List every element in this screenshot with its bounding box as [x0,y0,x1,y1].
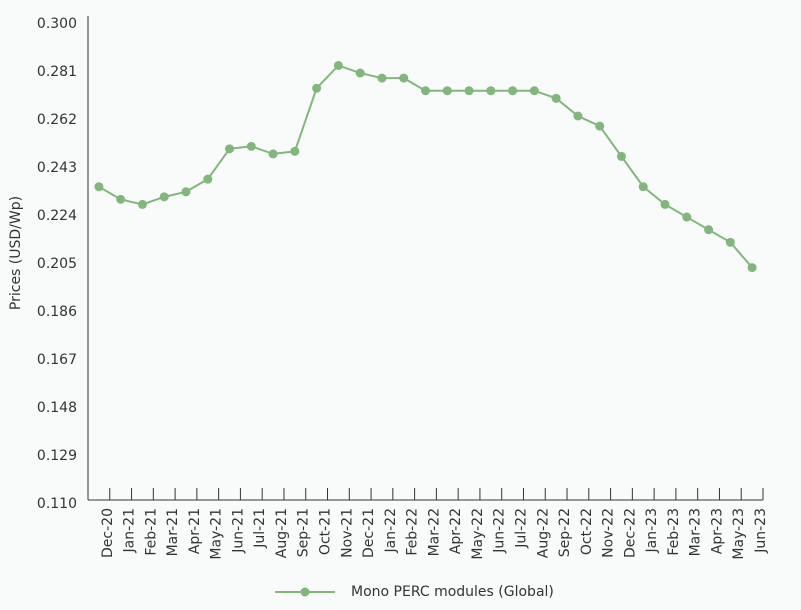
y-tick-label: 0.167 [37,352,77,368]
data-point [704,225,714,235]
data-point [203,174,213,184]
x-tick-label: Jul-22 [513,508,529,549]
y-tick-label: 0.281 [37,64,77,80]
data-point [573,111,583,121]
data-point [508,86,518,96]
x-tick-label: Mar-22 [426,508,442,556]
y-tick-label: 0.110 [37,496,77,512]
data-point [660,199,670,209]
y-tick-label: 0.186 [37,304,77,320]
x-tick-label: Apr-23 [709,508,725,554]
x-tick-label: Oct-21 [318,508,334,555]
x-tick-label: Sep-21 [296,508,312,557]
x-tick-label: Apr-22 [448,508,464,554]
data-point [312,83,322,93]
data-point [638,182,648,192]
data-point [399,73,409,83]
data-point [682,212,692,222]
data-point [595,121,605,131]
x-tick-label: Dec-20 [100,508,116,558]
data-point [486,86,496,96]
x-tick-label: Aug-21 [274,508,290,558]
x-tick-label: Jun-21 [230,508,246,554]
x-tick-label: Mar-21 [165,508,181,556]
x-tick-label: Sep-22 [557,508,573,557]
y-axis-label: Prices (USD/Wp) [8,196,24,310]
data-point [159,192,169,202]
y-tick-label: 0.262 [37,112,77,128]
data-point [725,237,735,247]
data-point [137,199,147,209]
x-tick-label: Feb-23 [666,508,682,556]
x-tick-label: May-23 [731,508,747,560]
data-point [246,141,256,151]
x-tick-label: Jun-22 [492,508,508,554]
x-tick-label: Feb-21 [143,508,159,556]
data-point [333,60,343,70]
x-tick-label: Nov-22 [601,508,617,558]
y-tick-label: 0.205 [37,256,77,272]
x-tick-label: Mar-23 [688,508,704,556]
x-tick-label: May-21 [209,508,225,560]
y-tick-label: 0.224 [37,208,77,224]
data-point [442,86,452,96]
data-point [747,263,757,273]
data-point [94,182,104,192]
data-point [529,86,539,96]
x-tick-label: Jan-21 [122,508,138,553]
x-tick-label: Dec-22 [622,508,638,558]
data-point [290,146,300,156]
x-tick-label: Jan-22 [383,508,399,553]
series-line [98,64,753,269]
data-point [616,151,626,161]
legend-label: Mono PERC modules (Global) [351,584,554,600]
x-tick-label: Dec-21 [361,508,377,558]
x-tick-label: Apr-21 [187,508,203,554]
data-point [268,149,278,159]
x-tick-label: Oct-22 [579,508,595,555]
x-tick-label: Aug-22 [535,508,551,558]
data-point [225,144,235,154]
x-tick-label: Jul-21 [252,508,268,549]
x-tick-label: Nov-21 [339,508,355,558]
data-point [377,73,387,83]
data-point [116,194,126,204]
y-tick-label: 0.129 [37,448,77,464]
x-tick-label: Jun-23 [753,508,769,554]
data-point [464,86,474,96]
legend-marker [300,587,310,597]
y-tick-label: 0.243 [37,160,77,176]
x-tick-label: Feb-22 [405,508,421,556]
data-point [551,93,561,103]
data-point [421,86,430,96]
data-point [355,68,365,78]
data-point [181,187,191,197]
x-tick-label: May-22 [470,508,486,560]
y-tick-label: 0.148 [37,400,77,416]
x-tick-label: Jan-23 [644,508,660,553]
y-tick-label: 0.300 [37,16,77,32]
